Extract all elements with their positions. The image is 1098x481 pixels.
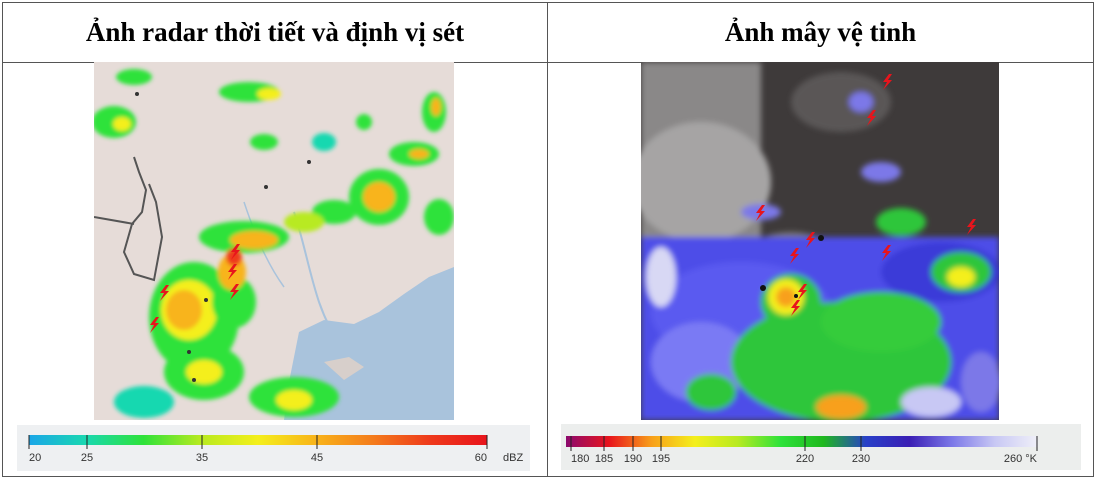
satellite-panel-title: Ảnh mây vệ tinh bbox=[724, 17, 917, 47]
radar-panel-title: Ảnh radar thời tiết và định vị sét bbox=[85, 17, 465, 47]
satellite-map-image bbox=[641, 62, 999, 420]
scale-tick-label: 35 bbox=[196, 452, 208, 464]
scale-tick-label: 230 bbox=[852, 453, 870, 465]
scale-tick-label: 190 bbox=[624, 453, 642, 465]
satellite-color-scale: 180 185 190 195 220 230 260 °K bbox=[561, 424, 1081, 470]
scale-tick-label: 60 bbox=[475, 452, 487, 464]
scale-tick-label: 20 bbox=[29, 452, 41, 464]
scale-tick-label: 180 bbox=[571, 453, 589, 465]
scale-tick-label: 185 bbox=[595, 453, 613, 465]
header-divider bbox=[3, 62, 1093, 63]
column-divider bbox=[547, 3, 548, 476]
satellite-scale-ticks: 180 185 190 195 220 230 260 °K bbox=[570, 436, 1038, 465]
scale-tick-label: 195 bbox=[652, 453, 670, 465]
satellite-scale-bar bbox=[566, 436, 1038, 447]
scale-tick-label: 220 bbox=[796, 453, 814, 465]
scale-tick-label: 25 bbox=[81, 452, 93, 464]
radar-map-image bbox=[94, 62, 454, 420]
radar-scale-bar bbox=[29, 435, 487, 445]
radar-scale-ticks: 20 25 35 45 60 bbox=[28, 435, 488, 464]
radar-scale-unit: dBZ bbox=[503, 452, 523, 464]
radar-color-scale: 20 25 35 45 60 dBZ bbox=[17, 425, 530, 471]
scale-tick-label: 45 bbox=[311, 452, 323, 464]
scale-tick-label: 260 °K bbox=[1004, 453, 1038, 465]
